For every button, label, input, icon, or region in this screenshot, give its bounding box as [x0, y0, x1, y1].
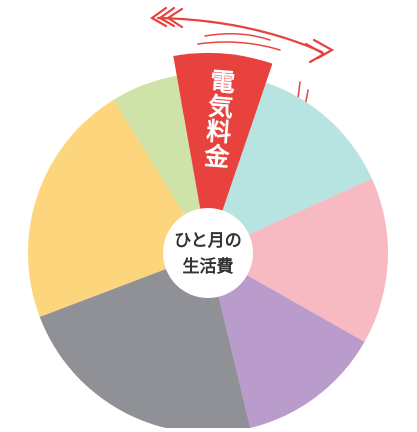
pie-slice: [208, 253, 365, 428]
center-label: 生活費: [183, 256, 234, 277]
pie-slice: [208, 82, 372, 253]
pie-slice: [113, 75, 208, 253]
center-circle: [163, 208, 253, 298]
pie: 電気料金: [27, 52, 389, 432]
center-label: ひと月の: [174, 231, 242, 251]
arc-arrow: [156, 16, 324, 54]
arrow-head-left: [149, 6, 184, 29]
pie-slice: [27, 99, 208, 317]
motion-arrows: [149, 6, 335, 141]
arrow-head-right: [304, 38, 335, 64]
pie-slice: [173, 52, 273, 253]
motion-lines-top: [197, 33, 281, 51]
pie-slice: [39, 253, 251, 432]
pie-slice: [208, 178, 389, 342]
